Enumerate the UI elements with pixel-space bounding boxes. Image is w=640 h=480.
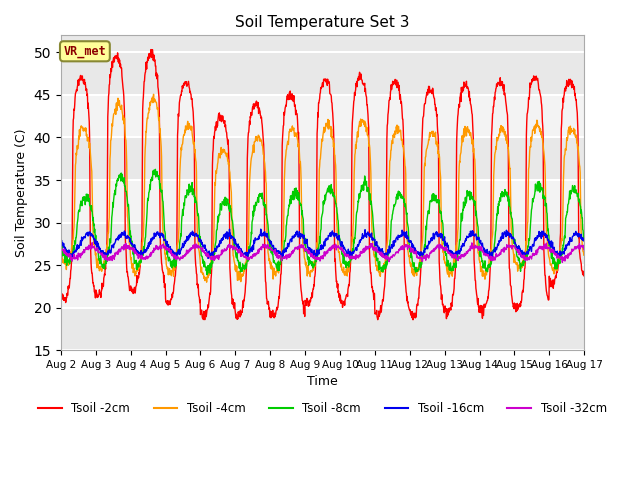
Tsoil -8cm — [518, 262, 526, 268]
Tsoil -16cm — [172, 256, 179, 262]
Bar — [61, 95, 584, 137]
Tsoil -2cm — [472, 288, 480, 294]
Tsoil -16cm — [232, 242, 240, 248]
X-axis label: Time: Time — [307, 375, 338, 388]
Tsoil -8cm — [152, 167, 159, 172]
Tsoil -8cm — [161, 228, 169, 234]
Line: Tsoil -2cm: Tsoil -2cm — [61, 49, 584, 320]
Tsoil -4cm — [472, 219, 480, 225]
Tsoil -4cm — [161, 251, 169, 257]
Tsoil -2cm — [173, 132, 181, 138]
Tsoil -2cm — [232, 315, 240, 321]
Tsoil -16cm — [173, 251, 181, 256]
Tsoil -4cm — [173, 241, 181, 247]
Line: Tsoil -16cm: Tsoil -16cm — [61, 229, 584, 259]
Line: Tsoil -4cm: Tsoil -4cm — [61, 94, 584, 282]
Tsoil -32cm — [472, 243, 480, 249]
Tsoil -4cm — [57, 248, 65, 254]
Tsoil -16cm — [472, 235, 480, 240]
Tsoil -2cm — [404, 300, 412, 306]
Tsoil -8cm — [472, 208, 480, 214]
Tsoil -4cm — [404, 248, 412, 254]
Tsoil -4cm — [232, 267, 240, 273]
Tsoil -2cm — [580, 273, 588, 278]
Tsoil -16cm — [518, 252, 526, 257]
Y-axis label: Soil Temperature (C): Soil Temperature (C) — [15, 129, 28, 257]
Tsoil -2cm — [161, 281, 169, 287]
Tsoil -2cm — [147, 47, 155, 52]
Tsoil -8cm — [173, 252, 181, 258]
Legend: Tsoil -2cm, Tsoil -4cm, Tsoil -8cm, Tsoil -16cm, Tsoil -32cm: Tsoil -2cm, Tsoil -4cm, Tsoil -8cm, Tsoi… — [34, 397, 611, 420]
Tsoil -32cm — [559, 260, 566, 265]
Title: Soil Temperature Set 3: Soil Temperature Set 3 — [236, 15, 410, 30]
Line: Tsoil -32cm: Tsoil -32cm — [61, 243, 584, 263]
Tsoil -32cm — [173, 255, 181, 261]
Tsoil -32cm — [57, 245, 65, 251]
Tsoil -2cm — [57, 291, 65, 297]
Text: VR_met: VR_met — [63, 45, 106, 58]
Tsoil -16cm — [57, 239, 65, 244]
Bar — [61, 180, 584, 223]
Tsoil -32cm — [404, 246, 412, 252]
Tsoil -8cm — [580, 238, 588, 243]
Tsoil -4cm — [150, 91, 157, 97]
Tsoil -16cm — [161, 237, 168, 242]
Tsoil -2cm — [409, 317, 417, 323]
Tsoil -8cm — [404, 223, 412, 229]
Tsoil -8cm — [57, 245, 65, 251]
Tsoil -32cm — [232, 244, 240, 250]
Tsoil -8cm — [203, 272, 211, 277]
Line: Tsoil -8cm: Tsoil -8cm — [61, 169, 584, 275]
Tsoil -4cm — [580, 252, 588, 258]
Tsoil -4cm — [203, 279, 211, 285]
Bar — [61, 265, 584, 308]
Tsoil -32cm — [518, 252, 526, 258]
Tsoil -16cm — [580, 236, 588, 242]
Tsoil -32cm — [88, 240, 96, 246]
Tsoil -16cm — [257, 226, 264, 232]
Tsoil -32cm — [161, 245, 169, 251]
Tsoil -16cm — [404, 234, 412, 240]
Tsoil -32cm — [580, 247, 588, 252]
Tsoil -8cm — [232, 255, 240, 261]
Tsoil -4cm — [518, 264, 526, 270]
Tsoil -2cm — [518, 288, 526, 294]
